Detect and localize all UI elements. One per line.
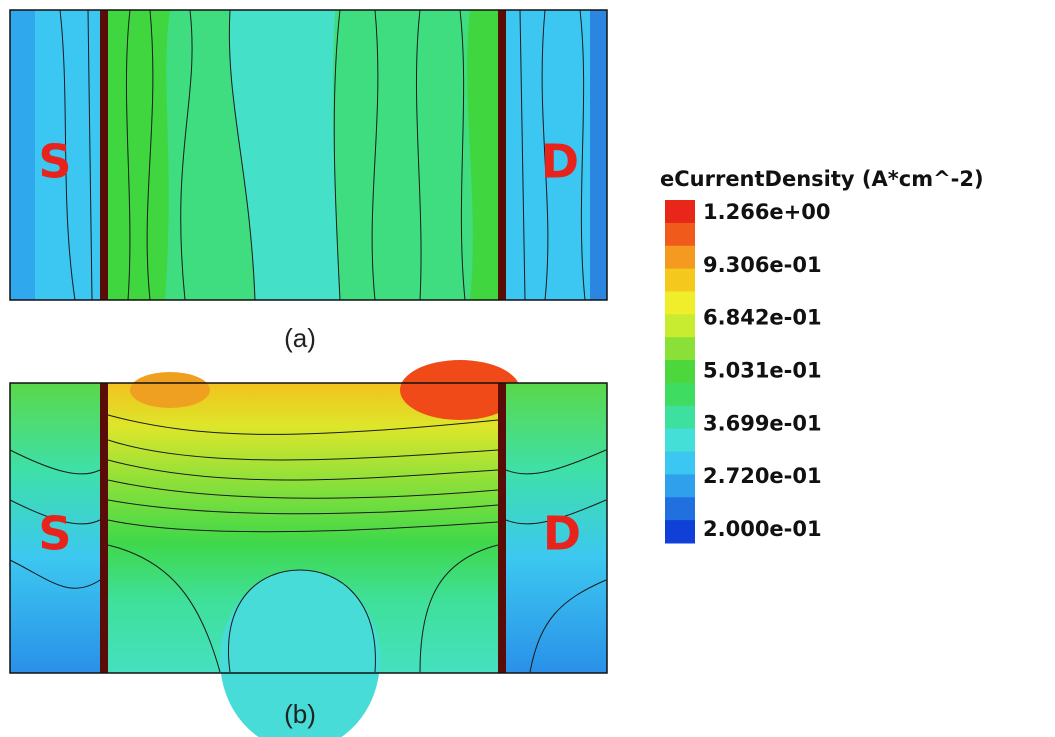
colorbar-label: 1.266e+00 [703, 200, 831, 224]
panel-a: S D (a) [9, 9, 608, 353]
colorbar-band [665, 200, 695, 224]
colorbar-label: 2.000e-01 [703, 517, 822, 541]
colorbar-band [665, 337, 695, 361]
colorbar-band [665, 497, 695, 521]
colorbar-band [665, 360, 695, 384]
panel-b: S D (b) [9, 360, 608, 737]
colorbar-band [665, 291, 695, 315]
colorbar-band [665, 382, 695, 407]
colorbar: eCurrentDensity (A*cm^-2) 1.266e+00 9.306… [660, 167, 984, 544]
colorbar-label: 3.699e-01 [703, 411, 822, 435]
colorbar-label: 2.720e-01 [703, 464, 822, 488]
source-label: S [38, 135, 71, 189]
colorbar-title: eCurrentDensity (A*cm^-2) [660, 167, 984, 191]
colorbar-label: 9.306e-01 [703, 253, 822, 277]
colorbar-label: 6.842e-01 [703, 306, 822, 330]
colorbar-band [665, 222, 695, 247]
colorbar-band [665, 405, 695, 430]
colorbar-band [665, 428, 695, 453]
colorbar-band [665, 451, 695, 475]
colorbar-band [665, 314, 695, 338]
colorbar-label: 5.031e-01 [703, 359, 822, 383]
colorbar-band [665, 245, 695, 270]
colorbar-band [665, 474, 695, 498]
source-label: S [38, 507, 71, 561]
drain-label: D [541, 135, 579, 189]
caption: (a) [284, 323, 316, 353]
colorbar-band [665, 520, 695, 544]
drain-label: D [543, 507, 581, 561]
colorbar-band [665, 268, 695, 292]
caption: (b) [284, 699, 316, 729]
